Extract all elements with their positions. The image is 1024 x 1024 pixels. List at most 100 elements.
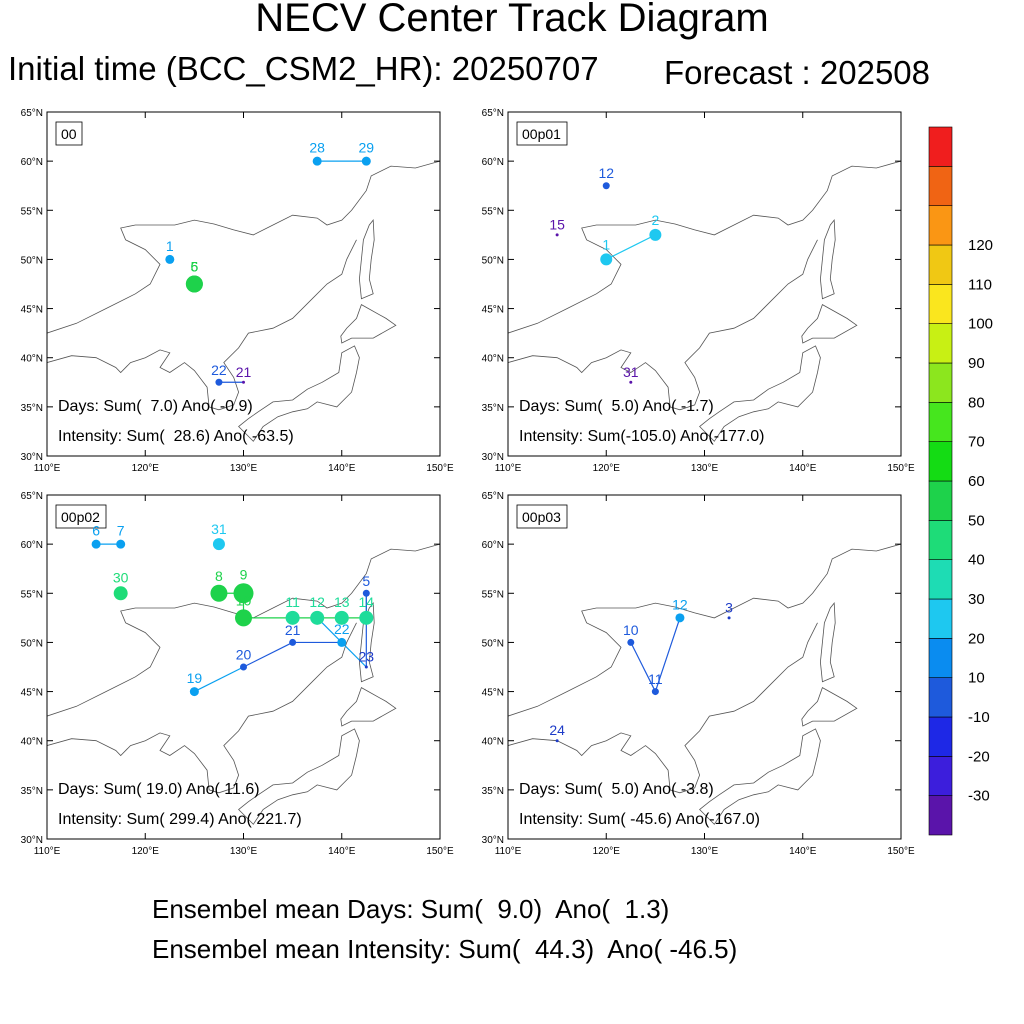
coastline xyxy=(801,687,858,727)
lat-label: 30°N xyxy=(21,452,43,463)
lat-label: 65°N xyxy=(21,108,43,119)
track-point xyxy=(165,254,175,264)
track-point xyxy=(235,609,252,627)
colorbar-label: 40 xyxy=(968,552,985,569)
lon-label: 150°E xyxy=(887,463,915,474)
track-point-label: 2 xyxy=(651,212,659,228)
colorbar-label: -30 xyxy=(968,788,990,805)
colorbar-segment xyxy=(928,756,953,796)
lon-label: 140°E xyxy=(328,463,356,474)
track-point xyxy=(649,228,662,241)
colorbar-label: 10 xyxy=(968,670,985,687)
track-point-label: 8 xyxy=(215,568,223,584)
lat-label: 45°N xyxy=(21,305,43,316)
panel-id-label: 00p01 xyxy=(522,126,561,142)
track-point-label: 1 xyxy=(166,238,174,254)
lat-label: 35°N xyxy=(482,786,504,797)
track-segment xyxy=(341,642,367,668)
track-point xyxy=(116,539,126,549)
lon-label: 130°E xyxy=(230,846,258,857)
lat-label: 50°N xyxy=(482,638,504,649)
track-point-label: 14 xyxy=(359,594,375,610)
track-point xyxy=(240,663,247,671)
colorbar-segment xyxy=(928,244,953,285)
track-point xyxy=(602,182,610,190)
track-point xyxy=(215,378,223,386)
colorbar-segment xyxy=(928,677,953,718)
coastline xyxy=(340,687,397,727)
colorbar-label: 70 xyxy=(968,434,985,451)
colorbar-label: 80 xyxy=(968,394,985,411)
coastline xyxy=(358,602,375,683)
track-point xyxy=(91,539,101,549)
coastline xyxy=(819,602,836,683)
ensemble-mean-intensity: Ensembel mean Intensity: Sum( 44.3) Ano(… xyxy=(152,934,738,964)
colorbar-label: 30 xyxy=(968,591,985,608)
days-stat: Days: Sum( 5.0) Ano( -3.8) xyxy=(519,781,714,798)
lat-label: 55°N xyxy=(21,206,43,217)
track-point-label: 1 xyxy=(602,236,610,252)
track-point-label: 9 xyxy=(240,566,248,582)
track-point xyxy=(210,584,228,602)
track-point xyxy=(185,275,203,293)
coastline xyxy=(238,345,360,442)
lat-label: 35°N xyxy=(21,403,43,414)
chart-title: NECV Center Track Diagram xyxy=(255,0,769,40)
lat-label: 55°N xyxy=(482,589,504,600)
lat-label: 30°N xyxy=(482,452,504,463)
colorbar-label: 100 xyxy=(968,316,993,333)
track-point xyxy=(285,610,300,625)
colorbar-label: 50 xyxy=(968,512,985,529)
lat-label: 60°N xyxy=(482,157,504,168)
track-point-label: 5 xyxy=(190,259,198,275)
panel-id-label: 00p02 xyxy=(61,509,100,525)
track-point xyxy=(337,637,347,647)
track-point xyxy=(364,665,368,669)
colorbar-label: 60 xyxy=(968,473,985,490)
forecast-label: Forecast : 202508 xyxy=(664,54,930,91)
track-point-label: 5 xyxy=(362,573,370,589)
track-point-label: 6 xyxy=(190,259,198,275)
coastline xyxy=(801,304,858,344)
lat-label: 45°N xyxy=(482,688,504,699)
days-stat: Days: Sum( 19.0) Ano( 11.6) xyxy=(58,781,260,798)
track-point xyxy=(361,156,371,166)
colorbar-segment xyxy=(928,166,953,206)
track-point xyxy=(600,253,613,266)
track-segment xyxy=(605,234,656,260)
lon-label: 130°E xyxy=(691,846,719,857)
colorbar-segment xyxy=(928,638,953,678)
track-point xyxy=(555,739,559,743)
lon-label: 120°E xyxy=(593,463,621,474)
lon-label: 130°E xyxy=(230,463,258,474)
lat-label: 60°N xyxy=(21,157,43,168)
track-point-label: 10 xyxy=(236,592,252,608)
lat-label: 45°N xyxy=(482,305,504,316)
track-segment xyxy=(654,617,681,692)
lon-label: 150°E xyxy=(426,846,454,857)
track-point-label: 12 xyxy=(309,594,325,610)
colorbar-label: 90 xyxy=(968,355,985,372)
track-point-label: 12 xyxy=(598,165,614,181)
lat-label: 55°N xyxy=(21,589,43,600)
colorbar-segment xyxy=(928,520,953,560)
track-point xyxy=(189,687,199,697)
lon-label: 150°E xyxy=(426,463,454,474)
coastline xyxy=(508,543,901,717)
coastline xyxy=(508,160,901,334)
coastline xyxy=(47,543,440,717)
lat-label: 45°N xyxy=(21,688,43,699)
colorbar-segment xyxy=(928,598,953,639)
lon-label: 140°E xyxy=(789,846,817,857)
ensemble-mean-days: Ensembel mean Days: Sum( 9.0) Ano( 1.3) xyxy=(152,894,670,924)
lon-label: 140°E xyxy=(789,463,817,474)
track-point-label: 23 xyxy=(359,649,375,665)
lat-label: 50°N xyxy=(482,255,504,266)
colorbar-label: 110 xyxy=(968,276,992,293)
days-stat: Days: Sum( 5.0) Ano( -1.7) xyxy=(519,398,714,415)
lat-label: 40°N xyxy=(482,354,504,365)
lon-label: 120°E xyxy=(132,846,160,857)
lat-label: 60°N xyxy=(482,540,504,551)
track-point-label: 21 xyxy=(236,364,252,380)
